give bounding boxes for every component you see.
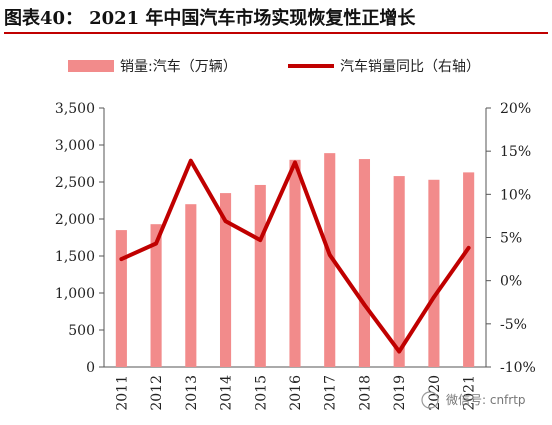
x-tick-label: 2016 xyxy=(288,375,304,411)
wechat-icon xyxy=(421,391,439,409)
right-axis-tick-label: 5% xyxy=(500,231,522,247)
right-axis-tick-label: -10% xyxy=(500,360,536,376)
right-axis-tick-label: 10% xyxy=(500,187,531,203)
line-point xyxy=(189,158,193,163)
figure-header: 图表40： 2021 年中国汽车市场实现恢复性正增长 xyxy=(0,0,552,34)
line-point xyxy=(397,349,401,354)
x-tick-label: 2019 xyxy=(392,375,408,411)
bar xyxy=(324,153,336,367)
bar xyxy=(463,172,475,367)
x-tick-label: 2014 xyxy=(219,375,235,411)
bar xyxy=(150,224,162,367)
x-tick-label: 2020 xyxy=(427,375,443,411)
chart-legend: 销量:汽车（万辆） 汽车销量同比（右轴） xyxy=(68,58,480,75)
line-point xyxy=(258,238,263,242)
right-axis-tick-label: -5% xyxy=(500,317,527,333)
figure-number: 图表40： xyxy=(4,8,84,29)
left-axis-tick-label: 3,000 xyxy=(55,138,95,154)
figure-title: 图表40： 2021 年中国汽车市场实现恢复性正增长 xyxy=(4,4,415,30)
line-point xyxy=(154,241,158,246)
line-point xyxy=(327,252,332,257)
x-tick-label: 2017 xyxy=(323,375,339,411)
right-axis-tick-label: 0% xyxy=(500,274,522,290)
left-axis-tick-label: 3,500 xyxy=(55,101,95,117)
legend-label-line: 汽车销量同比（右轴） xyxy=(340,58,480,75)
bar-series xyxy=(115,153,475,367)
line-point xyxy=(466,246,471,250)
bar xyxy=(393,176,405,367)
watermark: 微信号: cnfrtp xyxy=(421,391,526,409)
left-axis-tick-label: 2,500 xyxy=(55,175,95,191)
x-tick-label: 2012 xyxy=(149,375,165,411)
left-axis-tick-label: 1,000 xyxy=(55,286,95,302)
x-axis-ticks: 2011 2012 2013 2014 2015 2016 2017 2018 2019 2020… xyxy=(114,375,477,411)
bar xyxy=(358,159,371,367)
x-tick-label: 2011 xyxy=(114,375,130,411)
left-axis-tick-label: 2,000 xyxy=(55,212,95,228)
line-point xyxy=(223,219,228,223)
left-axis-tick-label: 1,500 xyxy=(55,249,95,265)
bar xyxy=(428,179,440,367)
bar xyxy=(289,159,301,367)
bar xyxy=(254,184,266,367)
line-point xyxy=(293,160,297,165)
x-tick-label: 2018 xyxy=(357,375,373,411)
right-axis-tick-label: 20% xyxy=(500,101,531,117)
bar xyxy=(219,193,232,367)
title-underline xyxy=(4,32,548,34)
bar xyxy=(115,230,127,367)
legend-label-bar: 销量:汽车（万辆） xyxy=(120,58,237,75)
bar xyxy=(185,204,197,367)
watermark-text: 微信号: cnfrtp xyxy=(446,393,526,407)
legend-swatch-bar xyxy=(68,60,114,72)
line-point xyxy=(119,257,124,261)
figure-title-text: 2021 年中国汽车市场实现恢复性正增长 xyxy=(89,8,416,29)
x-tick-label: 2021 xyxy=(462,375,478,411)
right-axis-tick-label: 15% xyxy=(500,144,531,160)
line-point xyxy=(432,295,436,299)
line-series xyxy=(119,158,471,354)
line-point xyxy=(362,303,367,307)
axes: 0 500 1,000 1,500 2,000 2,500 3,000 3,500 -10% -5… xyxy=(55,101,536,376)
left-axis-tick-label: 500 xyxy=(68,323,95,339)
x-tick-label: 2015 xyxy=(253,375,269,411)
x-tick-label: 2013 xyxy=(184,375,200,411)
left-axis-tick-label: 0 xyxy=(86,360,95,376)
